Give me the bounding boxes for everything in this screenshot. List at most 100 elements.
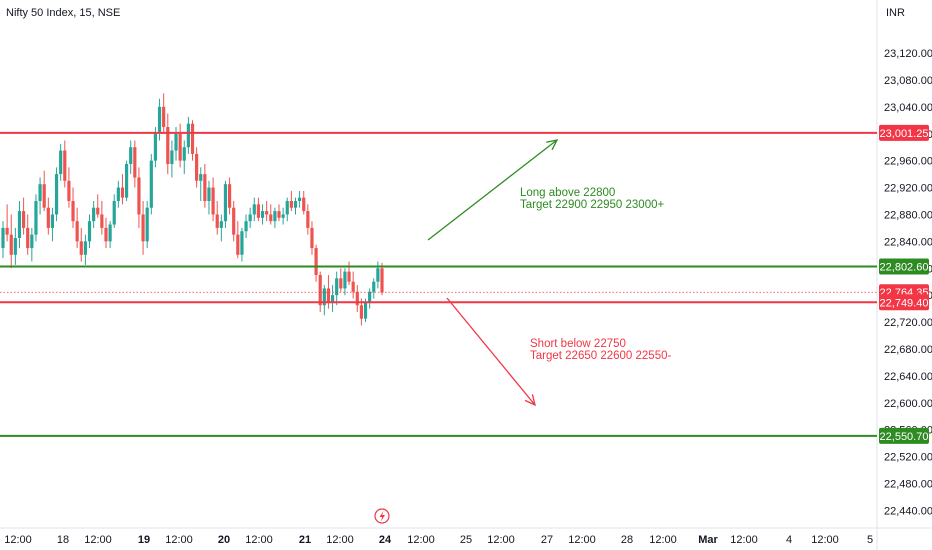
candle-body	[298, 197, 302, 201]
candle-body	[256, 204, 261, 218]
arrow-line	[427, 139, 558, 241]
candle-body	[351, 281, 355, 292]
candle-body	[293, 201, 298, 208]
candle-body	[260, 211, 265, 218]
x-tick-label: 12:00	[649, 534, 677, 546]
candle-body	[149, 160, 153, 208]
candle-body	[195, 153, 199, 181]
candle-body	[170, 150, 174, 165]
candle-body	[87, 221, 92, 242]
annotation-text: Long above 22800	[520, 187, 615, 199]
candle-body	[343, 271, 347, 289]
candle-body	[153, 133, 158, 161]
y-tick-label: 23,080.00	[884, 75, 932, 87]
x-tick-label: 5	[867, 534, 873, 546]
price-label-text: 22,749.40	[880, 297, 929, 309]
candle-body	[71, 201, 75, 222]
candle-body	[359, 305, 364, 319]
arrow-line	[446, 297, 536, 406]
price-label-box	[879, 427, 929, 444]
x-tick-label: 4	[786, 534, 792, 546]
x-tick-label: 12:00	[407, 534, 435, 546]
candle-body	[335, 278, 339, 296]
candle-body	[285, 201, 289, 215]
candle-body	[92, 207, 96, 222]
candle-body	[289, 201, 293, 208]
candle-body	[178, 133, 182, 161]
x-tick-label: 12:00	[326, 534, 354, 546]
candle-body	[42, 184, 46, 208]
candle-body	[145, 207, 149, 242]
x-tick-label: 24	[379, 534, 392, 546]
candle-body	[372, 281, 376, 292]
y-tick-label: 22,840.00	[884, 236, 932, 248]
price-level-labels: 23,001.2522,802.6022,764.3522,749.4022,5…	[879, 124, 929, 444]
trend-arrows	[427, 139, 559, 407]
candle-body	[326, 288, 331, 302]
currency-label[interactable]: INR	[886, 7, 905, 19]
x-tick-label: 27	[541, 534, 553, 546]
y-axis-ticks: 23,120.0023,080.0023,040.0023,000.0022,9…	[884, 48, 932, 517]
candle-body	[211, 187, 215, 215]
candle-body	[38, 184, 42, 201]
candle-body	[232, 207, 236, 235]
candle-body	[46, 207, 50, 228]
candle-body	[124, 164, 129, 198]
candle-body	[223, 184, 228, 222]
candle-body	[227, 184, 232, 208]
candle-body	[314, 248, 318, 275]
price-label-box	[879, 294, 929, 311]
x-tick-label: 12:00	[811, 534, 839, 546]
candle-body	[310, 227, 314, 249]
candle-body	[281, 214, 285, 218]
candle-body	[207, 187, 211, 201]
price-label-box	[879, 258, 929, 275]
x-tick-label: Mar	[698, 534, 718, 546]
candle-body	[302, 197, 306, 212]
candle-body	[215, 214, 219, 228]
arrow-head	[524, 394, 536, 407]
arrow-head	[546, 139, 559, 151]
candle-body	[330, 295, 335, 302]
y-tick-label: 22,880.00	[884, 209, 932, 221]
candle-body	[50, 214, 55, 228]
candle-body	[17, 211, 22, 238]
y-tick-label: 22,440.00	[884, 505, 932, 517]
y-tick-label: 23,040.00	[884, 102, 932, 114]
candle-body	[174, 133, 178, 151]
candle-body	[54, 174, 59, 215]
candle-body	[116, 187, 120, 201]
y-tick-label: 22,680.00	[884, 344, 932, 356]
candle-body	[63, 150, 67, 181]
candle-body	[133, 147, 137, 178]
x-tick-label: 12:00	[730, 534, 758, 546]
candle-body	[141, 214, 145, 242]
candle-body	[199, 174, 203, 181]
candle-body	[120, 187, 125, 198]
candle-body	[104, 227, 108, 242]
candle-body	[21, 211, 26, 228]
candle-body	[306, 211, 310, 228]
candle-body	[368, 291, 372, 302]
price-label-box	[879, 124, 929, 141]
candle-body	[219, 221, 223, 228]
candle-body	[265, 211, 269, 215]
candle-body	[129, 147, 133, 165]
y-tick-label: 22,480.00	[884, 478, 932, 490]
y-tick-label: 22,640.00	[884, 371, 932, 383]
candle-body	[380, 268, 384, 293]
x-axis-ticks: 12:00 18 12:00 19 12:00 20 12:00 21 12:00 24 12:00…	[4, 534, 873, 546]
candle-body	[269, 214, 273, 222]
x-tick-label: 12:00	[245, 534, 273, 546]
lightning-icon[interactable]	[374, 508, 390, 524]
x-tick-label: 25	[460, 534, 472, 546]
candle-body	[79, 241, 83, 255]
annotation-text: Target 22650 22600 22550-	[530, 350, 671, 362]
candle-body	[59, 150, 63, 175]
candle-body	[244, 221, 248, 232]
x-tick-label: 12:00	[165, 534, 193, 546]
candle-body	[96, 207, 100, 215]
x-tick-label: 12:00	[487, 534, 515, 546]
